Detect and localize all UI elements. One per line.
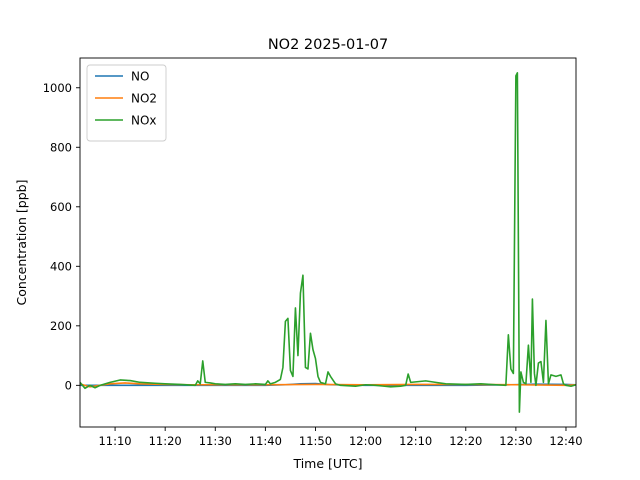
y-tick-label: 0 xyxy=(65,378,72,392)
plot-area xyxy=(79,57,577,428)
x-tick-label: 11:40 xyxy=(249,434,282,448)
x-axis-ticks: 11:10 11:20 11:30 11:40 11:50 12:00 12:10 12:20… xyxy=(98,427,583,448)
legend-label: NO xyxy=(131,70,149,84)
plot-frame xyxy=(79,57,577,428)
series-line-nox xyxy=(80,72,576,413)
x-tick-label: 11:20 xyxy=(149,434,182,448)
chart-title: NO2 2025-01-07 xyxy=(268,37,388,53)
x-tick-label: 12:40 xyxy=(549,434,582,448)
y-axis-label: Concentration [ppb] xyxy=(14,180,29,306)
series-layer xyxy=(80,72,576,413)
legend-label: NOx xyxy=(131,114,157,128)
x-axis-label: Time [UTC] xyxy=(292,456,362,471)
legend-box xyxy=(86,64,167,142)
x-tick-label: 11:10 xyxy=(98,434,131,448)
y-tick-label: 400 xyxy=(50,259,72,273)
x-tick-label: 12:30 xyxy=(499,434,532,448)
x-tick-label: 12:10 xyxy=(399,434,432,448)
y-axis-ticks: 0 200 400 600 800 1000 xyxy=(43,81,80,392)
y-tick-label: 600 xyxy=(50,200,72,214)
y-tick-label: 1000 xyxy=(43,81,72,95)
legend: NO NO2 NOx xyxy=(86,64,167,142)
x-tick-label: 11:50 xyxy=(299,434,332,448)
y-tick-label: 800 xyxy=(50,140,72,154)
x-tick-label: 11:30 xyxy=(199,434,232,448)
y-tick-label: 200 xyxy=(50,319,72,333)
x-tick-label: 12:00 xyxy=(349,434,382,448)
legend-label: NO2 xyxy=(131,92,157,106)
x-tick-label: 12:20 xyxy=(449,434,482,448)
